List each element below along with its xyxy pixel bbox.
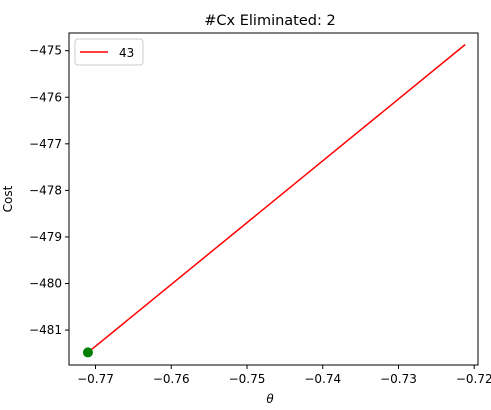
x-tick-label: −0.72 <box>456 372 491 386</box>
y-tick-label: −481 <box>29 323 62 337</box>
legend-box <box>74 38 144 66</box>
x-tick-label: −0.73 <box>380 372 417 386</box>
x-axis-label: θ <box>266 392 274 406</box>
series-layer <box>87 44 466 354</box>
marker-point <box>82 347 93 358</box>
plot-area <box>68 32 479 366</box>
series-line-43 <box>87 44 466 354</box>
y-axis-label: Cost <box>1 185 15 212</box>
marker-layer <box>82 347 93 358</box>
x-tick-label: −0.75 <box>229 372 266 386</box>
x-tick-label: −0.74 <box>304 372 341 386</box>
y-tick-label: −476 <box>29 90 62 104</box>
chart-title: #Cx Eliminated: 2 <box>204 13 335 29</box>
plot-frame <box>68 32 479 366</box>
x-axis: −0.77 −0.76 −0.75 −0.74 −0.73 −0.72 <box>77 365 491 386</box>
y-tick-label: −479 <box>29 230 62 244</box>
y-tick-label: −478 <box>29 183 62 197</box>
y-tick-label: −477 <box>29 137 62 151</box>
y-axis: −481 −480 −479 −478 −477 −476 −475 <box>29 44 69 337</box>
x-tick-label: −0.77 <box>77 372 114 386</box>
legend: 43 <box>74 38 144 66</box>
legend-label-43: 43 <box>119 46 134 60</box>
y-tick-label: −475 <box>29 44 62 58</box>
y-tick-label: −480 <box>29 277 62 291</box>
x-tick-label: −0.76 <box>153 372 190 386</box>
